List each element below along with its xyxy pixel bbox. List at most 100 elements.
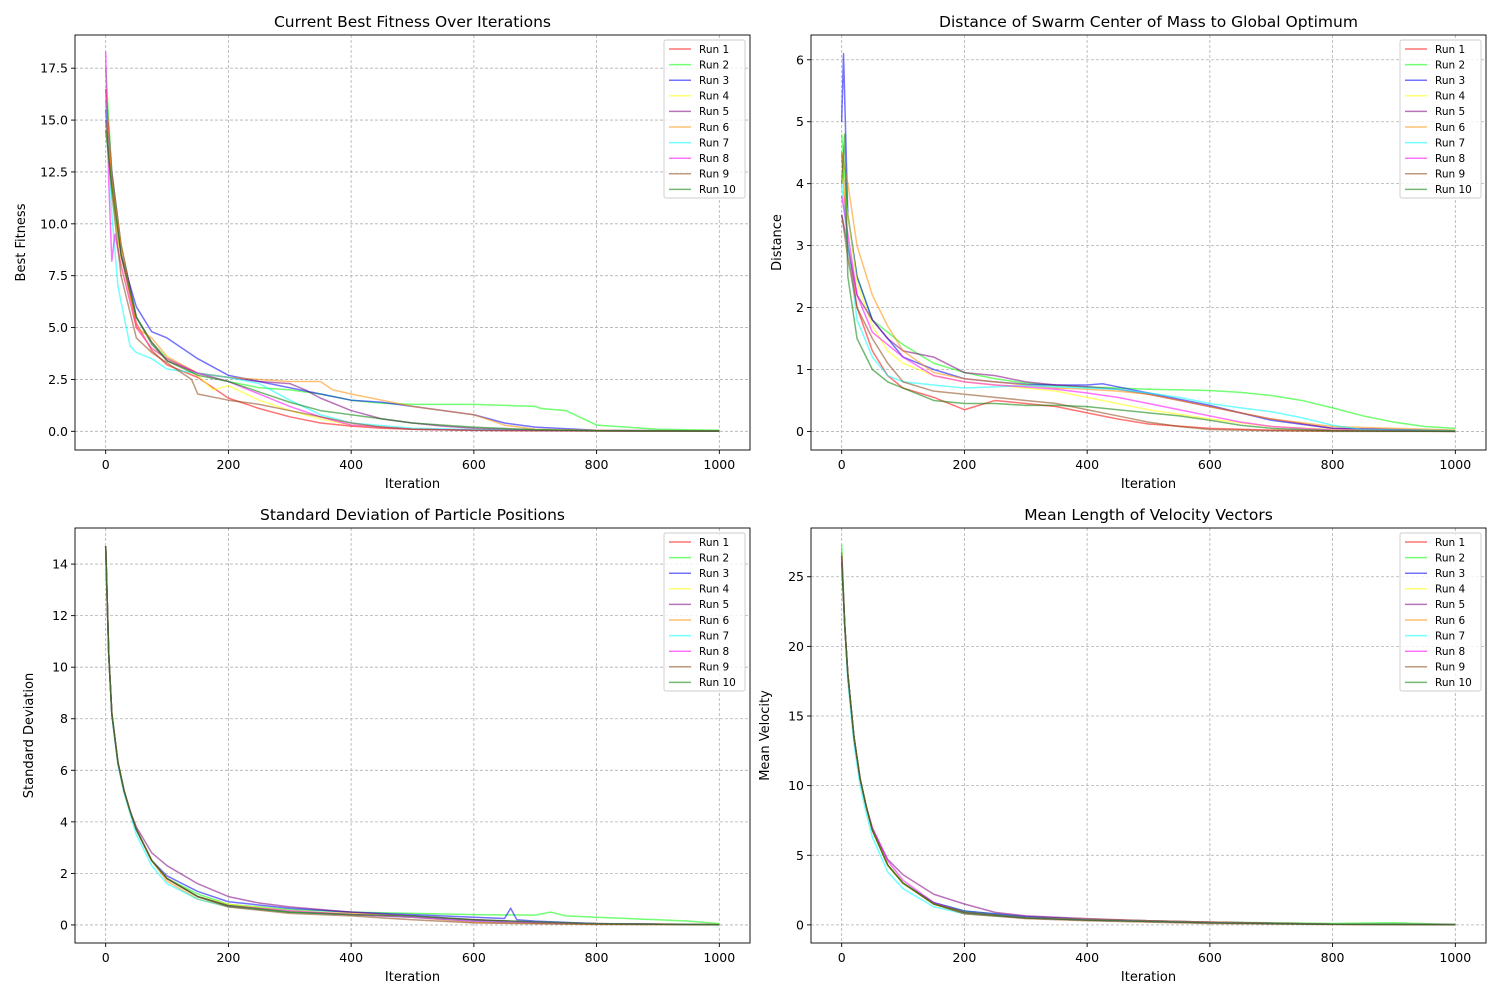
legend-label-run-3: Run 3	[699, 75, 729, 87]
legend-label-run-1: Run 1	[699, 537, 729, 549]
y-tick-label: 8	[60, 711, 68, 726]
legend-label-run-4: Run 4	[699, 91, 729, 103]
y-tick-label: 0	[796, 424, 804, 439]
legend-label-run-2: Run 2	[699, 552, 729, 564]
x-tick-label: 600	[1198, 457, 1222, 472]
series-line-run-6	[104, 88, 720, 432]
legend-label-run-7: Run 7	[699, 630, 729, 642]
y-axis-label: Best Fitness	[14, 203, 29, 281]
gridlines	[75, 35, 750, 450]
series-line-run-8	[840, 195, 1456, 433]
series-group	[104, 546, 720, 926]
y-tick-label: 5.0	[48, 320, 68, 335]
legend-label-run-6: Run 6	[1435, 122, 1465, 134]
legend-label-run-7: Run 7	[699, 137, 729, 149]
chart-title: Standard Deviation of Particle Positions	[260, 506, 565, 524]
gridlines	[811, 35, 1486, 450]
chart-panel-4: 0 200 400 600 800 1000 0 5 10 15 20 25 Mean Length o…	[758, 506, 1487, 985]
x-tick-label: 800	[1321, 950, 1345, 965]
x-tick-label: 400	[339, 950, 363, 965]
legend-label-run-5: Run 5	[699, 106, 729, 118]
x-tick-label: 0	[102, 457, 110, 472]
y-tick-label: 15.0	[40, 113, 68, 128]
y-tick-label: 0	[796, 917, 804, 932]
legend-label-run-6: Run 6	[699, 122, 729, 134]
legend-label-run-3: Run 3	[1435, 75, 1465, 87]
x-axis-label: Iteration	[1121, 970, 1176, 985]
series-line-run-10	[840, 562, 1456, 926]
legend-label-run-9: Run 9	[1435, 169, 1465, 181]
x-tick-label: 200	[216, 950, 240, 965]
legend-label-run-4: Run 4	[1435, 584, 1465, 596]
x-tick-label: 200	[216, 457, 240, 472]
legend: Run 1 Run 2 Run 3 Run 4 Run 5 Run 6 Run 7 Run 8…	[663, 39, 746, 199]
axes-frame	[74, 34, 751, 451]
y-tick-label: 25	[788, 569, 804, 584]
x-tick-label: 1000	[1439, 457, 1471, 472]
x-axis-label: Iteration	[385, 970, 440, 985]
series-line-run-7	[104, 99, 720, 432]
legend-label-run-8: Run 8	[1435, 153, 1465, 165]
x-tick-label: 0	[838, 950, 846, 965]
y-tick-label: 15	[788, 709, 804, 724]
y-tick-label: 1	[796, 362, 804, 377]
chart-title: Distance of Swarm Center of Mass to Glob…	[939, 13, 1358, 31]
y-tick-label: 4	[60, 814, 68, 829]
chart-title: Mean Length of Velocity Vectors	[1024, 506, 1273, 524]
legend-label-run-9: Run 9	[1435, 662, 1465, 674]
series-group	[104, 51, 720, 432]
series-group	[840, 544, 1456, 926]
legend-label-run-5: Run 5	[1435, 599, 1465, 611]
x-tick-label: 1000	[1439, 950, 1471, 965]
legend-label-run-3: Run 3	[1435, 568, 1465, 580]
legend-label-run-10: Run 10	[1435, 184, 1472, 196]
y-axis-label: Distance	[770, 214, 785, 271]
legend-label-run-7: Run 7	[1435, 630, 1465, 642]
gridlines	[811, 528, 1486, 943]
axes-frame	[810, 34, 1487, 451]
y-tick-label: 7.5	[48, 268, 68, 283]
legend-label-run-4: Run 4	[1435, 91, 1465, 103]
series-line-run-10	[104, 130, 720, 432]
chart-panel-2: 0 200 400 600 800 1000 0 1 2 3 4 5 6 Distance of Swar…	[770, 13, 1487, 492]
legend-label-run-10: Run 10	[699, 184, 736, 196]
legend-label-run-6: Run 6	[699, 615, 729, 627]
x-tick-label: 200	[952, 457, 976, 472]
x-tick-label: 200	[952, 950, 976, 965]
legend-label-run-6: Run 6	[1435, 615, 1465, 627]
y-tick-label: 5	[796, 114, 804, 129]
y-tick-label: 10	[52, 660, 68, 675]
y-tick-label: 2	[796, 300, 804, 315]
x-axis-label: Iteration	[385, 477, 440, 492]
x-tick-label: 600	[462, 457, 486, 472]
y-axis-label: Mean Velocity	[758, 690, 773, 781]
y-axis-label: Standard Deviation	[22, 673, 37, 798]
y-tick-label: 3	[796, 238, 804, 253]
axes-frame	[74, 527, 751, 944]
legend: Run 1 Run 2 Run 3 Run 4 Run 5 Run 6 Run 7 Run 8…	[663, 532, 746, 692]
legend-label-run-2: Run 2	[699, 59, 729, 71]
x-tick-label: 400	[1075, 457, 1099, 472]
legend-label-run-4: Run 4	[699, 584, 729, 596]
y-tick-label: 2	[60, 866, 68, 881]
chart-panel-1: 0 200 400 600 800 1000 0.0 2.5 5.0 7.5 10.0 12.5 15.…	[14, 13, 751, 492]
legend-label-run-2: Run 2	[1435, 59, 1465, 71]
y-tick-label: 0.0	[48, 424, 68, 439]
x-tick-label: 800	[1321, 457, 1345, 472]
y-tick-label: 12.5	[40, 164, 68, 179]
chart-title: Current Best Fitness Over Iterations	[274, 13, 551, 31]
legend-label-run-3: Run 3	[699, 568, 729, 580]
y-tick-label: 6	[60, 763, 68, 778]
legend: Run 1 Run 2 Run 3 Run 4 Run 5 Run 6 Run 7 Run 8…	[1399, 39, 1482, 199]
x-tick-label: 400	[339, 457, 363, 472]
y-tick-label: 4	[796, 176, 804, 191]
y-tick-label: 20	[788, 639, 804, 654]
chart-panel-3: 0 200 400 600 800 1000 0 2 4 6 8 10 12 14 Standard Dev…	[22, 506, 751, 985]
legend-label-run-8: Run 8	[1435, 646, 1465, 658]
series-line-run-9	[840, 214, 1456, 433]
legend-label-run-1: Run 1	[1435, 44, 1465, 56]
x-tick-label: 800	[585, 950, 609, 965]
y-tick-label: 10	[788, 778, 804, 793]
x-axis-label: Iteration	[1121, 477, 1176, 492]
legend-label-run-8: Run 8	[699, 153, 729, 165]
